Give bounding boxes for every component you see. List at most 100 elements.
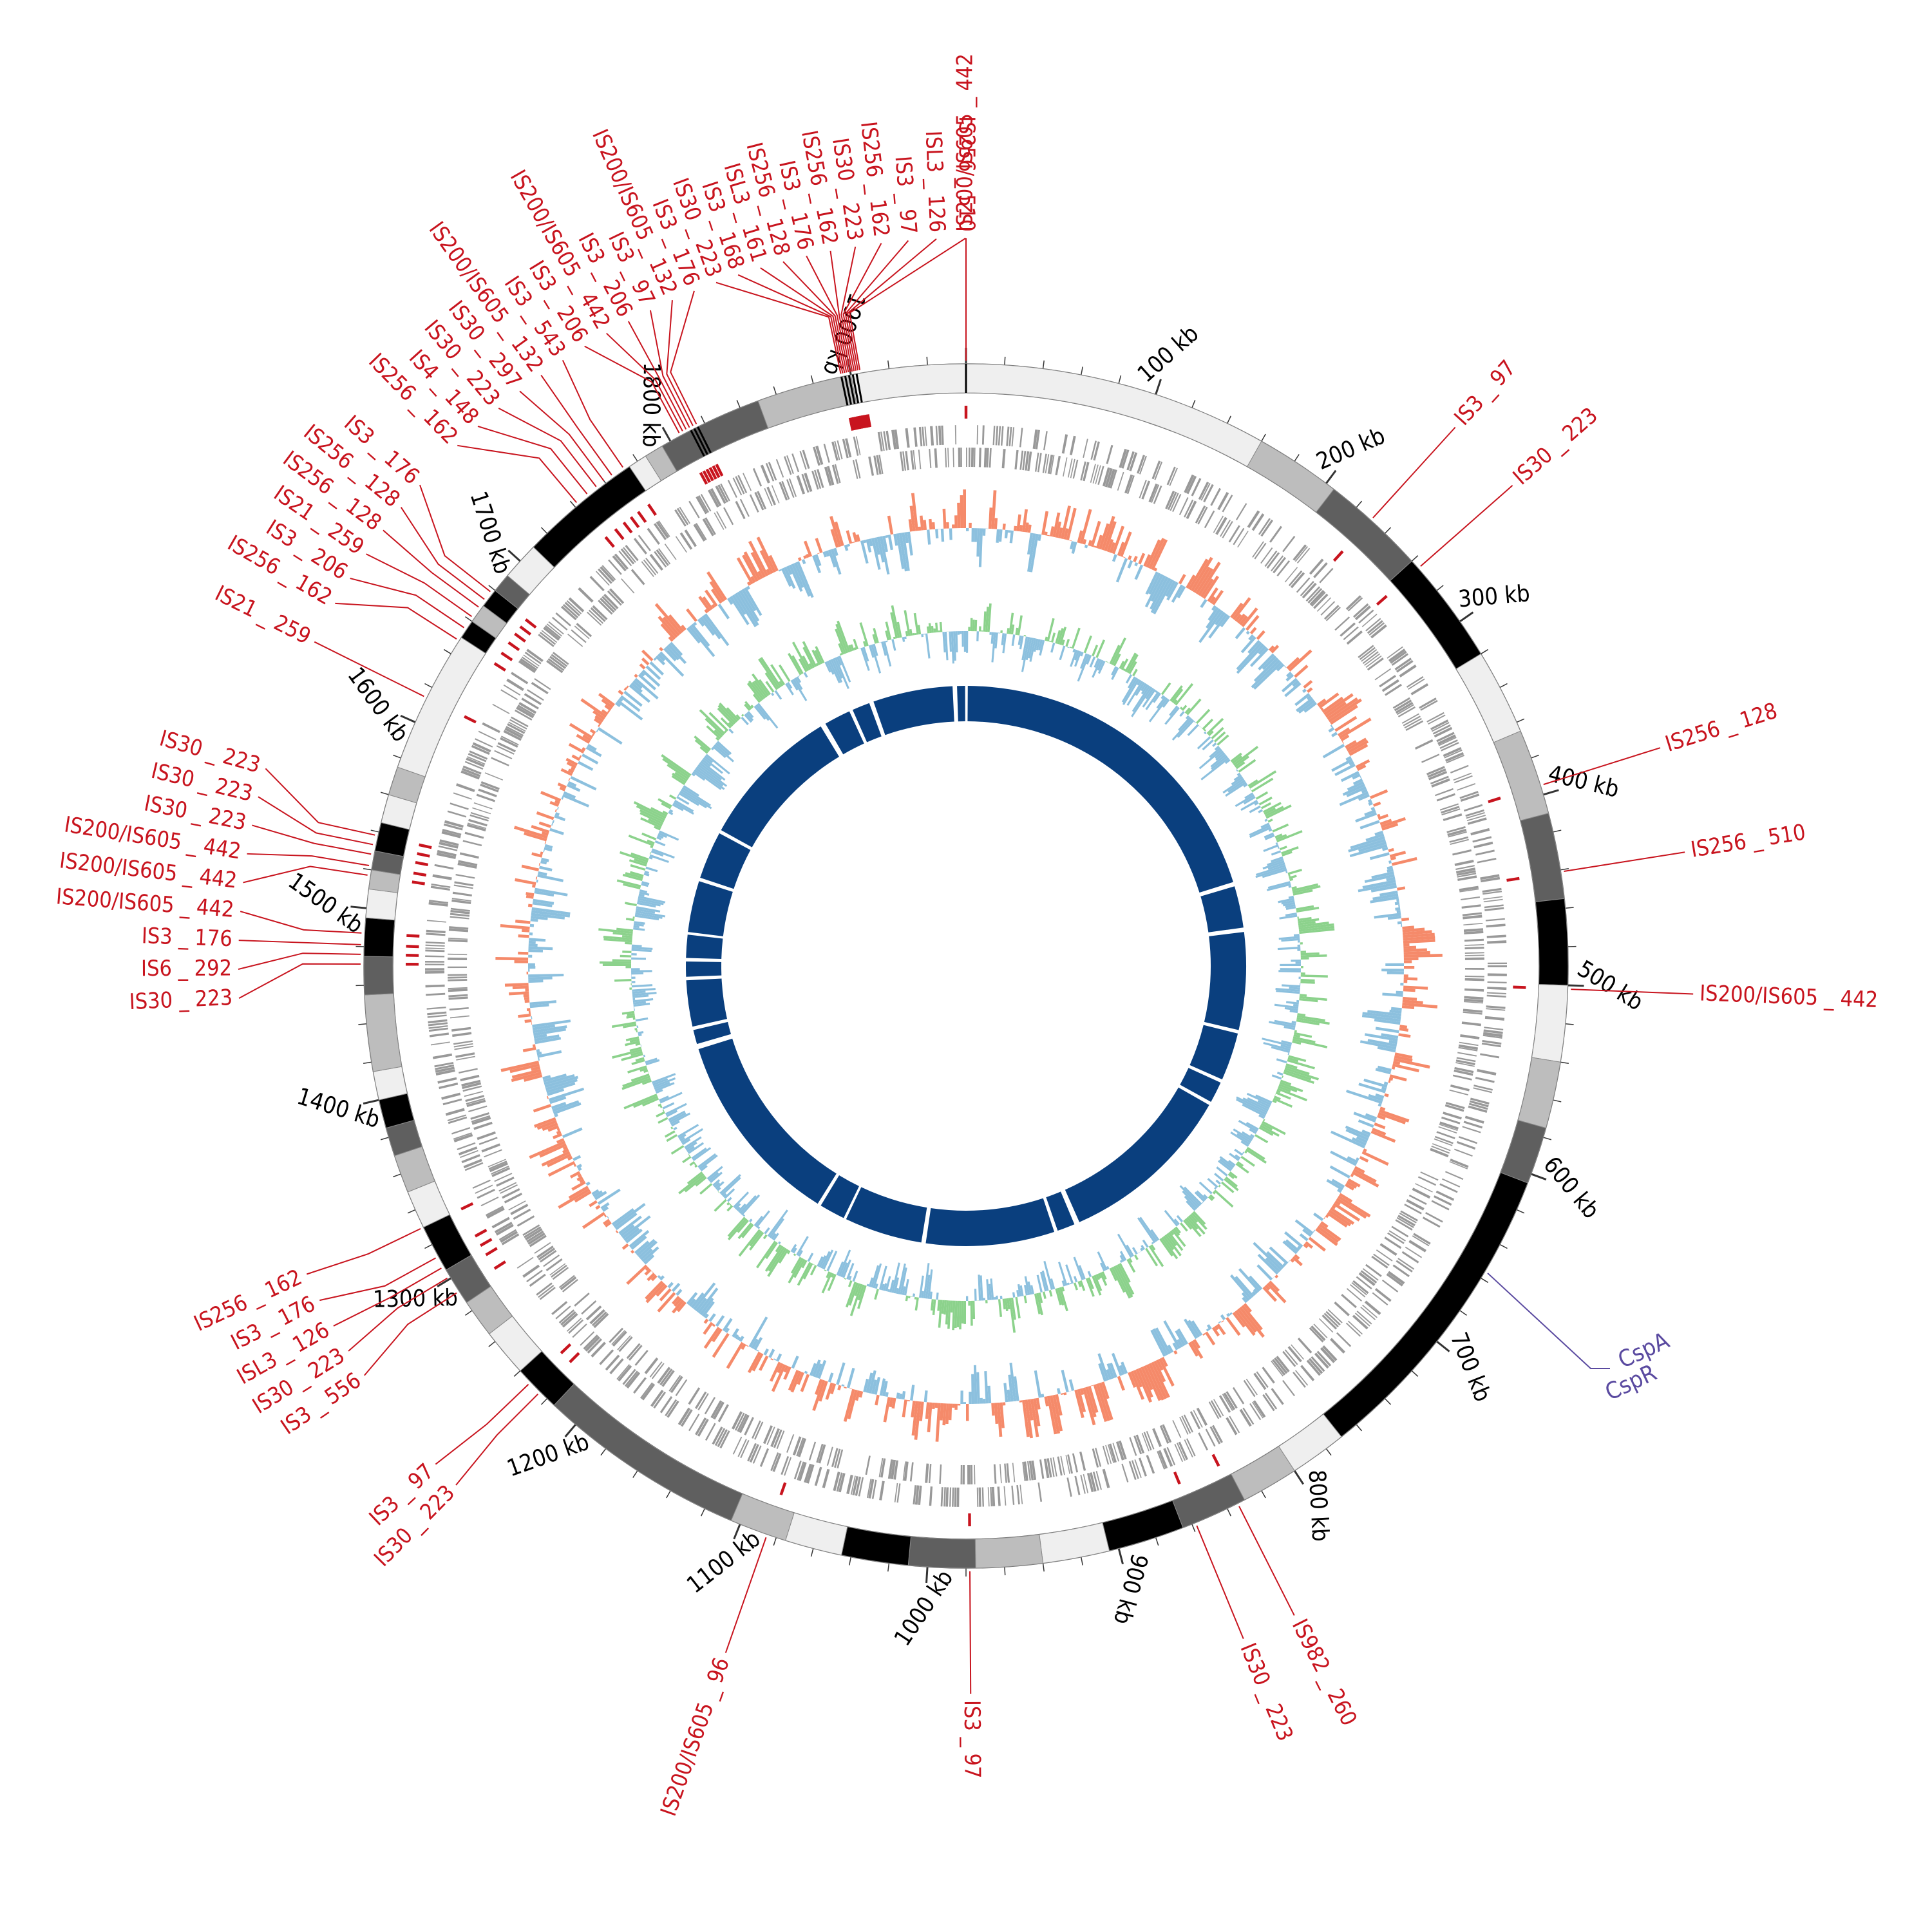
gc-content-bar: [779, 681, 784, 687]
gene-feature: [771, 485, 780, 504]
kb-scale-label: 1200 kb: [504, 1429, 592, 1482]
gc-content-bar: [835, 623, 849, 654]
minor-tick: [513, 1370, 521, 1377]
gc-content-bar: [986, 1279, 990, 1300]
gene-feature: [1229, 1416, 1240, 1434]
gc-skew-bar: [1378, 1103, 1382, 1107]
gene-feature: [491, 1217, 510, 1229]
gc-content-bar: [625, 902, 637, 907]
gc-skew-bar: [1358, 1119, 1374, 1128]
gc-skew-bar: [949, 528, 952, 540]
gc-content-bar: [625, 1040, 640, 1046]
gc-skew-bar: [1320, 707, 1324, 711]
gc-content-bar: [701, 759, 712, 767]
gc-skew-bar: [554, 1113, 558, 1117]
gene-feature: [797, 1438, 807, 1457]
gene-feature: [739, 498, 750, 517]
gene-feature: [716, 511, 727, 529]
gc-skew-bar: [1274, 1274, 1279, 1279]
gc-skew-bar: [1235, 627, 1246, 639]
gc-skew-bar: [746, 1345, 749, 1347]
gc-content-bar: [630, 1050, 643, 1056]
gc-content-bar: [1292, 1040, 1302, 1045]
gc-skew-bar: [1007, 530, 1011, 533]
gc-skew-bar: [796, 561, 814, 598]
gc-skew-bar: [1352, 773, 1361, 780]
gc-skew-bar: [660, 623, 676, 640]
gene-feature: [1441, 806, 1460, 814]
gc-skew-bar: [562, 1146, 568, 1151]
gc-content-bar: [1166, 1233, 1177, 1247]
gc-skew-bar: [727, 597, 734, 605]
is-leader-line: [649, 310, 690, 428]
gc-content-bar: [938, 1300, 943, 1328]
gene-feature: [1388, 1230, 1406, 1242]
gc-content-bar: [1124, 652, 1137, 672]
gc-skew-bar: [688, 625, 715, 658]
is-element-marker: [464, 715, 477, 724]
gene-feature: [1042, 453, 1047, 473]
gc-content-bar: [831, 1273, 835, 1278]
gene-feature: [1439, 1124, 1458, 1132]
gene-feature: [776, 1430, 785, 1449]
gc-skew-bar: [736, 1336, 741, 1341]
homology-block: [686, 978, 727, 1027]
gene-feature: [649, 553, 663, 571]
gene-feature: [546, 659, 564, 674]
gene-feature: [448, 928, 469, 933]
gene-feature: [1463, 928, 1484, 933]
gc-content-bar: [653, 1077, 676, 1088]
gc-content-bar: [661, 754, 692, 777]
gene-feature: [1472, 836, 1492, 843]
gc-skew-bar: [540, 851, 544, 855]
gc-content-bar: [1292, 1038, 1328, 1048]
gc-content-bar: [798, 1249, 803, 1257]
gc-skew-bar: [910, 1385, 915, 1401]
gc-content-bar: [1214, 1173, 1224, 1182]
gene-feature: [1003, 1486, 1007, 1506]
gc-skew-bar: [911, 1401, 919, 1436]
gc-skew-bar: [1331, 732, 1338, 737]
gc-content-bar: [1255, 1133, 1269, 1144]
gc-skew-bar: [553, 1133, 563, 1139]
is-leader-line: [737, 274, 844, 374]
gc-skew-bar: [1345, 1125, 1370, 1139]
is-element-marker: [1332, 550, 1344, 562]
gene-feature: [450, 913, 470, 917]
gene-feature: [498, 1229, 517, 1241]
gene-feature: [1450, 764, 1469, 773]
gene-feature: [534, 678, 551, 690]
position-band: [363, 917, 395, 958]
gene-feature: [1468, 1105, 1488, 1113]
gc-content-bar: [1292, 885, 1321, 894]
band-cluster-line: [855, 374, 863, 403]
gene-feature: [435, 1069, 455, 1076]
gene-feature: [905, 428, 910, 448]
gene-feature: [1486, 1008, 1506, 1011]
gc-content-bar: [893, 636, 896, 639]
is-leader-line: [627, 321, 687, 430]
gc-content-bar: [1111, 637, 1126, 665]
gc-skew-bar: [868, 538, 873, 547]
gc-content-bar: [927, 1269, 933, 1299]
gene-feature: [967, 1464, 971, 1484]
gc-content-bar: [643, 873, 650, 876]
gc-skew-bar: [858, 1390, 864, 1398]
gc-skew-bar: [1150, 575, 1166, 602]
gene-feature: [1325, 607, 1341, 621]
gene-feature: [462, 765, 482, 775]
gc-content-bar: [636, 906, 661, 913]
gc-content-bar: [1109, 1267, 1117, 1282]
gc-skew-bar: [1190, 1340, 1204, 1359]
gc-content-bar: [1213, 1189, 1234, 1208]
gc-skew-bar: [557, 782, 567, 789]
gc-skew-bar: [1153, 579, 1174, 615]
gene-feature: [1454, 1148, 1473, 1157]
gene-feature: [442, 1098, 462, 1106]
gene-feature: [1243, 1379, 1256, 1397]
gene-feature: [792, 1436, 802, 1455]
gene-feature: [1092, 464, 1099, 484]
gene-feature: [1169, 468, 1178, 486]
gc-skew-bar: [833, 547, 838, 556]
gc-skew-bar: [1093, 545, 1097, 548]
